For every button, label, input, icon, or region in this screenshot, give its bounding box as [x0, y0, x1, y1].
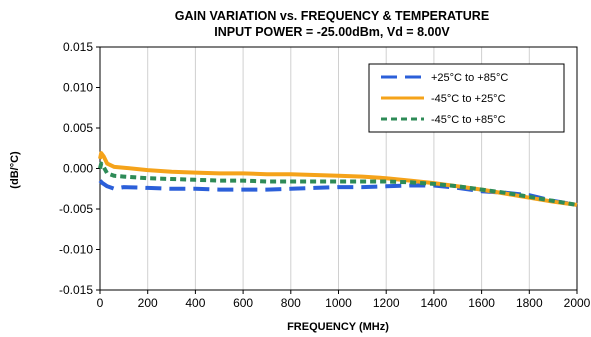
x-axis-label: FREQUENCY (MHz)	[287, 321, 389, 333]
y-tick-label: 0.000	[63, 162, 93, 176]
x-tick-label: 0	[97, 296, 104, 310]
legend-label-2: -45°C to +25°C	[431, 93, 506, 105]
chart-subtitle: INPUT POWER = -25.00dBm, Vd = 8.00V	[214, 25, 450, 39]
x-tick-label: 1000	[325, 296, 352, 310]
y-tick-label: -0.005	[59, 202, 93, 216]
x-tick-label: 1400	[421, 296, 448, 310]
x-tick-label: 1600	[468, 296, 495, 310]
legend-label-3: -45°C to +85°C	[431, 114, 506, 126]
x-tick-label: 1200	[373, 296, 400, 310]
legend: +25°C to +85°C -45°C to +25°C -45°C to +85…	[368, 63, 565, 133]
y-tick-label: 0.010	[63, 81, 93, 95]
series-line-3	[98, 161, 578, 207]
x-tick-label: 800	[281, 296, 301, 310]
x-tick-label: 1800	[516, 296, 543, 310]
x-tick-label: 200	[138, 296, 158, 310]
chart-title: GAIN VARIATION vs. FREQUENCY & TEMPERATU…	[175, 9, 489, 23]
y-axis-label: (dB/°C)	[9, 151, 21, 189]
y-tick-label: -0.010	[59, 243, 93, 257]
y-tick-label: 0.005	[63, 121, 93, 135]
y-tick-label: 0.015	[63, 40, 93, 54]
y-tick-label: -0.015	[59, 283, 93, 297]
legend-label-1: +25°C to +85°C	[431, 72, 508, 84]
x-tick-label: 400	[185, 296, 205, 310]
x-tick-label: 2000	[564, 296, 591, 310]
x-tick-label: 600	[233, 296, 253, 310]
